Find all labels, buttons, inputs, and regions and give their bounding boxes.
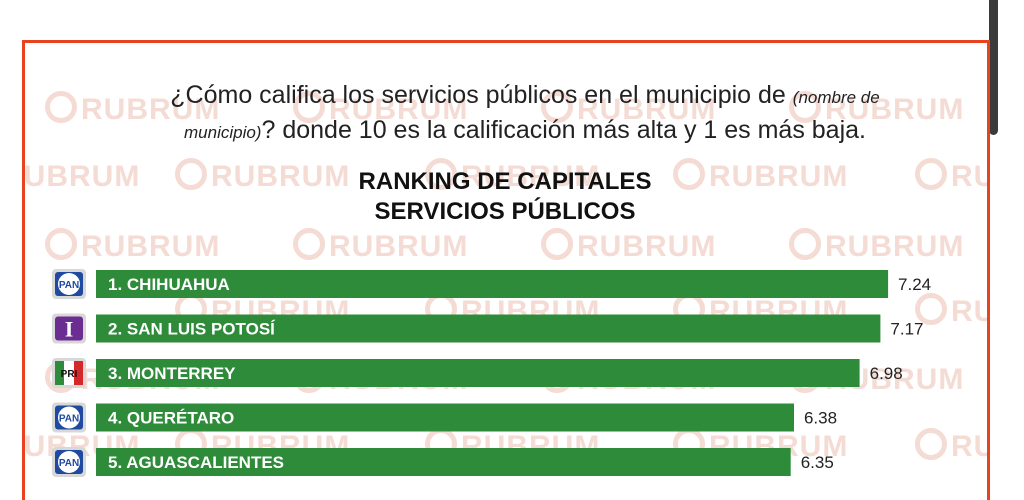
pan-logo-circle-icon <box>58 273 80 295</box>
watermark-ring-icon <box>175 158 207 190</box>
watermark-ring-icon <box>541 91 573 123</box>
bar-category-label: 2. SAN LUIS POTOSÍ <box>108 320 276 339</box>
bar-value-label: 6.38 <box>804 409 837 428</box>
chart-frame: RUBRUM RUBRUM RUBRUM RUBRUM RUBRUM RUBRUM RUBR… <box>22 40 990 500</box>
watermark-text: RUBRUM <box>951 430 987 463</box>
independent-logo-text: I <box>65 317 74 342</box>
pri-logo-text: PRI <box>61 369 78 380</box>
watermark-logo: RUBRUM <box>293 228 468 264</box>
bar-category-label: 4. QUERÉTARO <box>108 409 234 428</box>
watermark-text: RUBRUM <box>825 93 965 126</box>
watermark-ring-icon <box>293 91 325 123</box>
bar <box>96 448 791 476</box>
watermark-logo: RUBRUM <box>789 228 964 264</box>
bar-value-label: 6.98 <box>870 364 903 383</box>
bar-value-label: 7.17 <box>890 320 923 339</box>
watermark-text: RUBRUM <box>81 230 221 263</box>
watermark-text: RUBRUM <box>461 160 601 193</box>
watermark-text: RUBRUM <box>211 160 351 193</box>
pri-logo-white-icon <box>64 361 74 385</box>
watermark-ring-icon <box>673 158 705 190</box>
question-placeholder: (nombre de municipio) <box>184 88 880 142</box>
watermark-logo: RUBRUM <box>915 158 987 194</box>
watermark-logo: RUBRUM <box>175 158 350 194</box>
watermark-layer: RUBRUM RUBRUM RUBRUM RUBRUM RUBRUM RUBRUM RUBR… <box>23 43 987 500</box>
bar-value-label: 7.24 <box>898 275 931 294</box>
watermark-logo: RUBRUM <box>541 91 716 127</box>
watermark-text: RUBRUM <box>329 230 469 263</box>
watermark-logo: RUBRUM <box>915 293 987 329</box>
bar-category-label: 5. AGUASCALIENTES <box>108 453 284 472</box>
bar-category-label: 3. MONTERREY <box>108 364 236 383</box>
pan-logo-text: PAN <box>59 458 79 469</box>
watermark-logo: RUBRUM <box>673 158 848 194</box>
pri-logo-red-icon <box>74 361 83 385</box>
pan-logo-circle-icon <box>58 406 80 429</box>
chart-title-line-2: SERVICIOS PÚBLICOS <box>374 198 636 225</box>
watermark-text: RUBRUM <box>577 93 717 126</box>
bar <box>96 359 860 387</box>
watermark-logo: RUBRUM <box>425 158 600 194</box>
bar-chart: PAN 1. CHIHUAHUA 7.24 I 2. SAN LUIS POTOSÍ 7.… <box>52 269 931 477</box>
bar-category-label: 1. CHIHUAHUA <box>108 275 230 294</box>
bar <box>96 314 881 343</box>
watermark-text: RUBRUM <box>825 230 965 263</box>
watermark-ring-icon <box>45 228 77 260</box>
bar-value-label: 6.35 <box>801 453 834 472</box>
watermark-text: RUBRUM <box>81 93 221 126</box>
watermark-logo: RUBRUM <box>541 228 716 264</box>
watermark-text: RUBRUM <box>709 160 849 193</box>
bar <box>96 403 794 432</box>
watermark-logo: RUBRUM <box>45 91 220 127</box>
pan-logo-text: PAN <box>59 280 79 291</box>
watermark-text: RUBRUM <box>951 160 987 193</box>
watermark-logo: RUBRUM <box>45 228 220 264</box>
question-text-2: ? donde 10 es la calificación más alta y… <box>261 116 866 144</box>
watermark-logo: RUBRUM <box>915 428 987 464</box>
watermark-ring-icon <box>915 293 947 325</box>
watermark-ring-icon <box>425 158 457 190</box>
chart-title: RANKING DE CAPITALES SERVICIOS PÚBLICOS <box>285 167 725 227</box>
independent-logo-icon <box>55 316 83 341</box>
watermark-text: RUBRUM <box>23 160 141 193</box>
watermark-ring-icon <box>789 91 821 123</box>
watermark-ring-icon <box>45 91 77 123</box>
watermark-logo: RUBRUM <box>23 158 141 194</box>
watermark-logo: RUBRUM <box>789 91 964 127</box>
watermark-ring-icon <box>915 158 947 190</box>
scrollbar[interactable] <box>989 0 998 135</box>
bar <box>96 270 889 298</box>
watermark-ring-icon <box>541 228 573 260</box>
pan-logo-circle-icon <box>58 451 80 473</box>
watermark-ring-icon <box>789 228 821 260</box>
watermark-ring-icon <box>915 428 947 460</box>
watermark-logo: RUBRUM <box>293 91 468 127</box>
watermark-ring-icon <box>293 228 325 260</box>
pan-logo-text: PAN <box>59 414 79 425</box>
question-text-1: ¿Cómo califica los servicios públicos en… <box>170 81 786 109</box>
watermark-text: RUBRUM <box>951 295 987 328</box>
survey-question: ¿Cómo califica los servicios públicos en… <box>125 79 925 149</box>
watermark-text: RUBRUM <box>577 230 717 263</box>
chart-title-line-1: RANKING DE CAPITALES <box>358 168 652 195</box>
watermark-text: RUBRUM <box>329 93 469 126</box>
pri-logo-green-icon <box>55 361 64 385</box>
